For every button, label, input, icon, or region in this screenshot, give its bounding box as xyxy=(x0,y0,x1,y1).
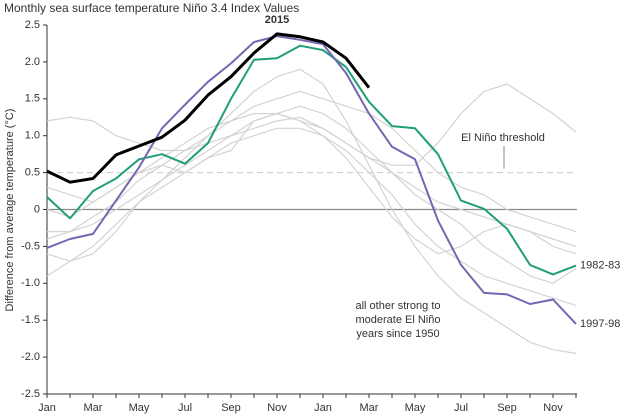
x-tick-label: Jul xyxy=(178,402,192,414)
series-label: 1997-98 xyxy=(580,318,620,330)
annotation: all other strong to xyxy=(356,300,441,312)
annotation: moderate El Niño xyxy=(356,314,441,326)
series-label: 1982-83 xyxy=(580,259,620,271)
y-tick-label: 1.5 xyxy=(25,93,40,105)
series-line xyxy=(46,35,577,325)
y-axis-label: Difference from average temperature (°C) xyxy=(4,109,16,312)
series-label: 2015 xyxy=(265,14,289,26)
y-tick-label: -1.0 xyxy=(21,277,40,289)
y-tick-label: 0.5 xyxy=(25,167,40,179)
x-tick-label: Nov xyxy=(267,402,287,414)
x-tick-label: Nov xyxy=(543,402,563,414)
x-tick-label: May xyxy=(405,402,426,414)
y-tick-label: 2.0 xyxy=(25,56,40,68)
x-tick-label: Jan xyxy=(314,402,332,414)
series-line xyxy=(46,90,577,233)
y-tick-label: -1.5 xyxy=(21,314,40,326)
chart-title: Monthly sea surface temperature Niño 3.4… xyxy=(4,1,299,15)
x-tick-label: May xyxy=(129,402,150,414)
series-line xyxy=(46,32,371,184)
y-tick-label: 0 xyxy=(34,203,40,215)
series-line xyxy=(46,83,577,166)
series-line xyxy=(46,44,577,276)
x-tick-label: Mar xyxy=(84,402,103,414)
x-tick-label: Mar xyxy=(360,402,379,414)
x-tick-label: Sep xyxy=(221,402,241,414)
x-tick-label: Jul xyxy=(454,402,468,414)
threshold-label: El Niño threshold xyxy=(461,132,545,144)
y-tick-label: -0.5 xyxy=(21,240,40,252)
y-tick-label: -2.0 xyxy=(21,351,40,363)
series-line xyxy=(46,127,577,306)
series-line xyxy=(47,113,577,247)
y-tick-label: 1.0 xyxy=(25,130,40,142)
y-tick-label: 2.5 xyxy=(25,19,40,31)
series-line xyxy=(46,105,577,284)
x-tick-label: Sep xyxy=(497,402,517,414)
series-line xyxy=(46,68,577,354)
y-tick-label: -2.5 xyxy=(21,388,40,400)
annotation: years since 1950 xyxy=(356,328,439,340)
x-tick-label: Jan xyxy=(38,402,56,414)
series-line xyxy=(46,113,577,255)
